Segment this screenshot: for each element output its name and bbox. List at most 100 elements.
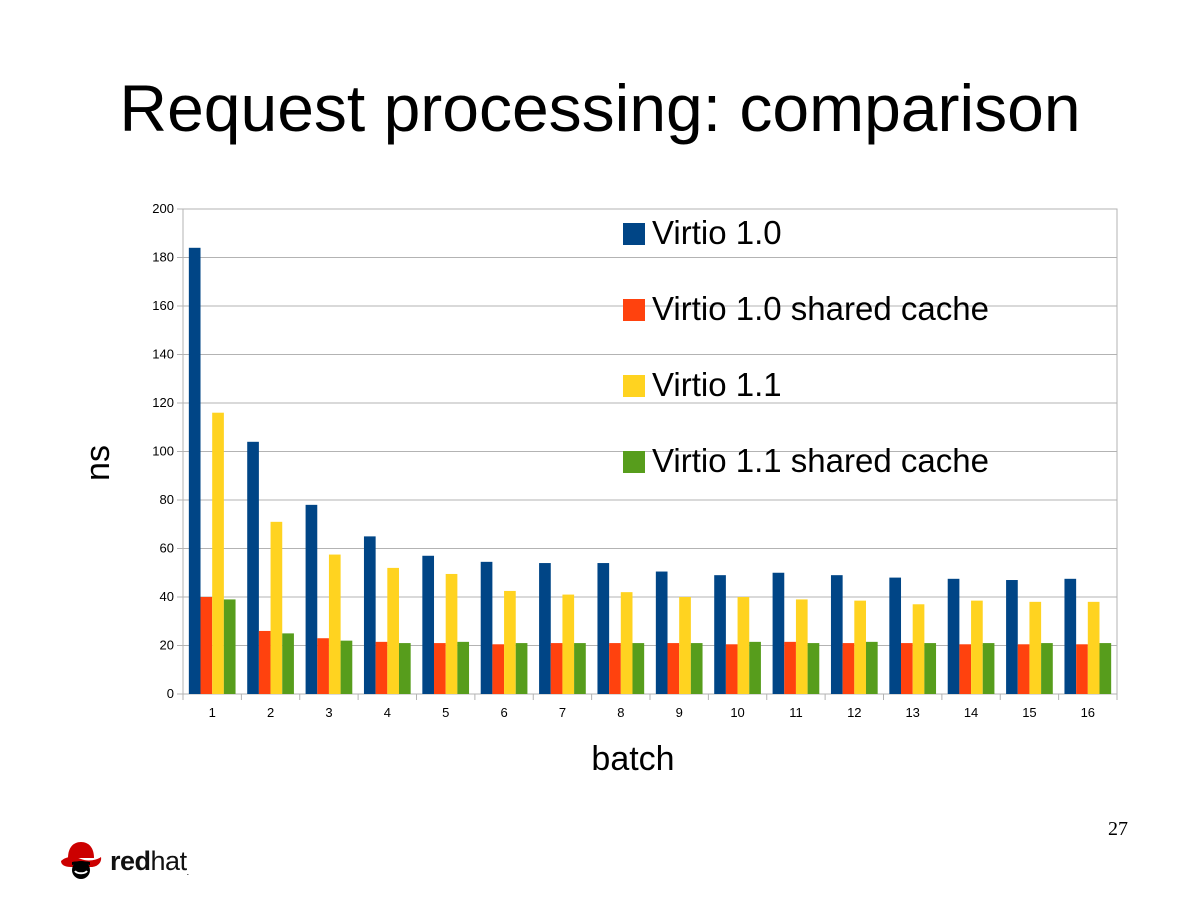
bar-virtio-1-1-shared-cache-batch-1: [223, 599, 236, 694]
legend-label: Virtio 1.0: [652, 214, 782, 251]
x-axis-label: batch: [591, 740, 674, 778]
x-tick-label: 6: [500, 705, 507, 720]
bar-virtio-1-0-batch-2: [247, 441, 259, 694]
bar-virtio-1-1-shared-cache-batch-2: [282, 633, 294, 695]
x-tick-label: 9: [676, 705, 683, 720]
bar-virtio-1-1-batch-2: [270, 521, 283, 694]
bar-virtio-1-1-batch-3: [328, 554, 341, 694]
bar-virtio-1-0-batch-11: [772, 572, 785, 694]
legend-label: Virtio 1.1: [652, 366, 782, 403]
x-tick-label: 16: [1081, 705, 1095, 720]
bar-virtio-1-0-shared-cache-batch-9: [667, 643, 680, 694]
bar-virtio-1-0-batch-9: [655, 571, 668, 694]
bar-virtio-1-0-batch-5: [422, 555, 435, 694]
bar-virtio-1-1-batch-1: [212, 412, 224, 694]
legend: Virtio 1.0 Virtio 1.0 shared cache Virtio …: [623, 214, 989, 479]
bar-virtio-1-0-shared-cache-batch-6: [492, 644, 505, 694]
bar-virtio-1-1-shared-cache-batch-9: [690, 643, 703, 694]
bar-virtio-1-1-batch-14: [971, 600, 983, 694]
bar-virtio-1-1-batch-4: [387, 567, 399, 694]
legend-swatch: [623, 299, 645, 321]
y-tick-label: 80: [160, 492, 174, 507]
bar-virtio-1-0-batch-1: [188, 247, 201, 695]
bar-virtio-1-0-batch-4: [363, 536, 376, 695]
bar-virtio-1-0-batch-12: [830, 575, 843, 694]
logo-trademark: .: [186, 866, 190, 877]
y-axis-ticks: 0 20 40 60 80 100 120 140 160 180 200: [152, 201, 183, 701]
legend-label: Virtio 1.0 shared cache: [652, 290, 989, 327]
bar-virtio-1-0-batch-3: [305, 504, 318, 694]
bar-virtio-1-0-shared-cache-batch-10: [725, 644, 738, 694]
logo-wordmark: redhat.: [110, 846, 189, 877]
bar-virtio-1-0-batch-15: [1006, 580, 1018, 694]
legend-swatch: [623, 451, 645, 473]
bar-virtio-1-0-shared-cache-batch-11: [784, 641, 796, 694]
x-tick-label: 3: [325, 705, 332, 720]
bar-virtio-1-1-shared-cache-batch-12: [865, 641, 878, 694]
page-number: 27: [1108, 818, 1128, 840]
y-tick-label: 0: [167, 686, 174, 701]
logo-text-hat: hat: [150, 845, 188, 876]
bar-virtio-1-1-shared-cache-batch-6: [515, 643, 528, 694]
bar-virtio-1-0-batch-13: [889, 577, 902, 694]
bars: [188, 247, 1112, 695]
x-tick-label: 7: [559, 705, 566, 720]
bar-virtio-1-1-batch-15: [1029, 601, 1042, 694]
bar-virtio-1-1-batch-9: [679, 597, 691, 694]
bar-virtio-1-1-shared-cache-batch-16: [1099, 643, 1112, 694]
slide-title: Request processing: comparison: [119, 71, 1081, 145]
bar-virtio-1-1-shared-cache-batch-5: [457, 641, 470, 694]
bar-virtio-1-0-shared-cache-batch-4: [375, 641, 388, 694]
y-tick-label: 140: [152, 347, 174, 362]
x-tick-label: 1: [209, 705, 216, 720]
bar-virtio-1-1-shared-cache-batch-10: [749, 641, 761, 694]
x-tick-label: 14: [964, 705, 978, 720]
bar-virtio-1-1-batch-5: [445, 573, 458, 694]
y-tick-label: 200: [152, 201, 174, 216]
bar-virtio-1-1-batch-12: [854, 600, 866, 694]
bar-virtio-1-1-shared-cache-batch-8: [632, 643, 645, 694]
bar-virtio-1-0-batch-6: [480, 561, 493, 694]
bar-virtio-1-0-batch-8: [597, 563, 610, 694]
y-tick-label: 180: [152, 250, 174, 265]
bar-virtio-1-0-shared-cache-batch-8: [609, 643, 621, 694]
bar-virtio-1-1-batch-11: [795, 599, 808, 694]
bar-virtio-1-0-shared-cache-batch-5: [434, 643, 446, 694]
bar-virtio-1-0-shared-cache-batch-13: [901, 643, 913, 694]
bar-virtio-1-0-batch-10: [714, 575, 726, 694]
bar-virtio-1-0-batch-14: [947, 578, 960, 694]
y-tick-label: 60: [160, 541, 174, 556]
bar-virtio-1-0-shared-cache-batch-7: [550, 643, 563, 694]
bar-virtio-1-0-batch-16: [1064, 578, 1077, 694]
x-tick-label: 12: [847, 705, 861, 720]
x-tick-label: 2: [267, 705, 274, 720]
y-tick-label: 20: [160, 638, 174, 653]
red-hat-shadowman-icon: [61, 842, 102, 879]
bar-virtio-1-0-batch-7: [539, 563, 551, 694]
bar-virtio-1-1-batch-6: [504, 590, 516, 694]
y-tick-label: 100: [152, 444, 174, 459]
legend-swatch: [623, 223, 645, 245]
x-tick-label: 11: [789, 705, 803, 720]
bar-virtio-1-1-shared-cache-batch-14: [982, 643, 995, 694]
bar-virtio-1-1-shared-cache-batch-7: [574, 643, 586, 694]
bar-virtio-1-0-shared-cache-batch-16: [1076, 644, 1088, 694]
y-tick-label: 120: [152, 395, 174, 410]
x-tick-label: 10: [730, 705, 744, 720]
y-tick-label: 160: [152, 298, 174, 313]
bar-virtio-1-1-batch-7: [562, 594, 575, 694]
bar-virtio-1-1-batch-16: [1087, 601, 1100, 694]
x-tick-label: 15: [1022, 705, 1036, 720]
bar-virtio-1-0-shared-cache-batch-12: [842, 643, 855, 694]
x-tick-label: 4: [384, 705, 391, 720]
bar-virtio-1-0-shared-cache-batch-2: [258, 630, 271, 694]
y-tick-label: 40: [160, 589, 174, 604]
logo-text-red: red: [110, 845, 151, 876]
bar-virtio-1-0-shared-cache-batch-1: [200, 597, 213, 694]
bar-virtio-1-1-batch-8: [620, 592, 633, 694]
bar-virtio-1-1-shared-cache-batch-4: [398, 643, 411, 694]
legend-label: Virtio 1.1 shared cache: [652, 442, 989, 479]
x-axis-ticks: 1 2 3 4 5 6 7 8 9 10 11 12 13 14 15 16: [182, 694, 1118, 720]
legend-swatch: [623, 375, 645, 397]
